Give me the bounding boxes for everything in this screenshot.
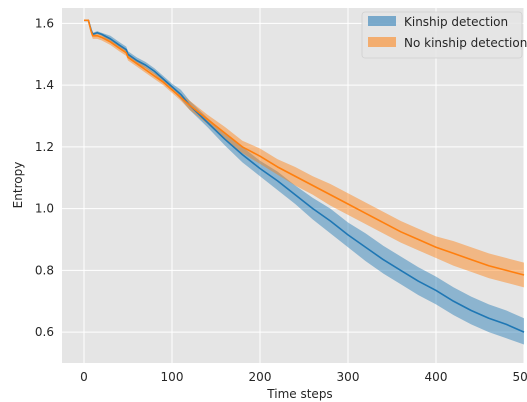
band-no-kinship-detection xyxy=(84,20,524,288)
legend-label-kinship-detection: Kinship detection xyxy=(404,15,508,29)
y-axis-label: Entropy xyxy=(11,162,25,209)
legend-swatch-kinship-detection xyxy=(368,16,396,26)
legend-box xyxy=(361,11,523,59)
series-lines xyxy=(84,19,525,333)
x-tick-label: 0 xyxy=(80,370,88,384)
x-tick-labels: 0 100 200 300 400 500 xyxy=(80,370,527,384)
grid xyxy=(62,8,525,363)
y-tick-label: 1.0 xyxy=(35,202,54,216)
x-axis-label: Time steps xyxy=(266,387,332,401)
legend: Kinship detection No kinship detection xyxy=(361,11,527,59)
x-tick-label: 500 xyxy=(513,370,527,384)
line-kinship-detection xyxy=(84,19,525,333)
plot-background xyxy=(62,8,524,363)
legend-swatch-no-kinship-detection xyxy=(368,37,396,47)
line-no-kinship-detection xyxy=(84,19,525,276)
legend-label-no-kinship-detection: No kinship detection xyxy=(404,36,527,50)
y-tick-label: 1.4 xyxy=(35,78,54,92)
y-tick-labels: 0.6 0.8 1.0 1.2 1.4 1.6 xyxy=(35,16,54,339)
y-tick-label: 0.6 xyxy=(35,325,54,339)
x-tick-label: 100 xyxy=(161,370,184,384)
y-tick-label: 1.2 xyxy=(35,140,54,154)
y-tick-label: 1.6 xyxy=(35,16,54,30)
y-tick-label: 0.8 xyxy=(35,263,54,277)
x-tick-label: 300 xyxy=(337,370,360,384)
x-tick-label: 400 xyxy=(425,370,448,384)
x-tick-label: 200 xyxy=(249,370,272,384)
